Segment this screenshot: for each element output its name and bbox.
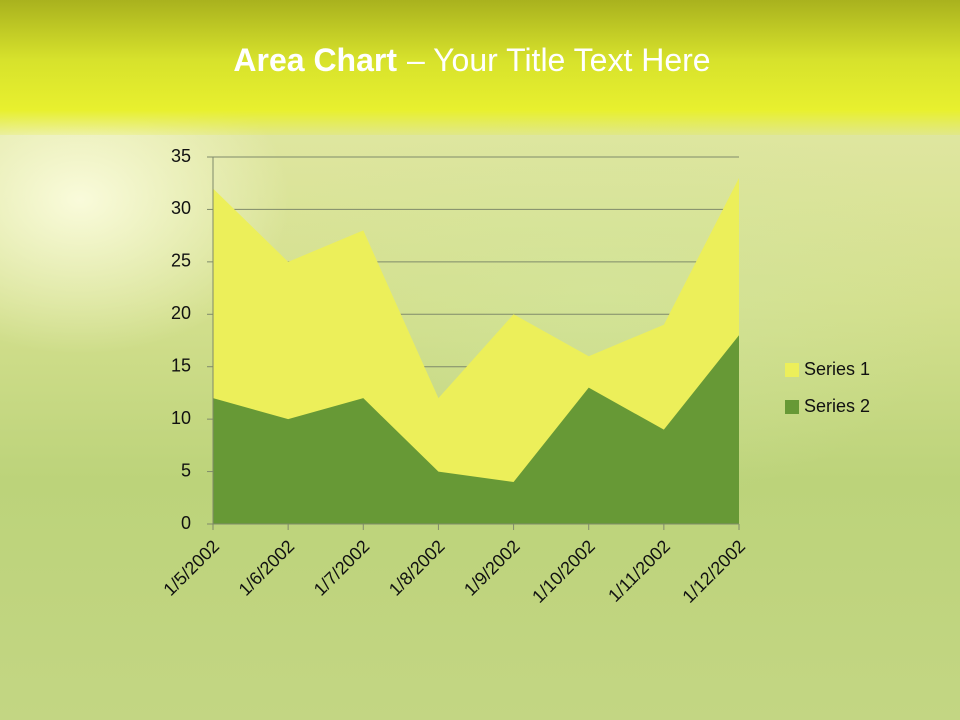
y-tick-label: 20: [171, 303, 191, 323]
title-rest: – Your Title Text Here: [407, 42, 711, 78]
legend-label: Series 2: [804, 396, 870, 416]
x-tick-label: 1/7/2002: [310, 536, 374, 600]
legend-label: Series 1: [804, 359, 870, 379]
y-tick-label: 35: [171, 146, 191, 166]
title-band: [0, 0, 960, 135]
chart-title: Area Chart – Your Title Text Here: [233, 42, 710, 78]
legend-swatch: [785, 400, 799, 414]
area: [213, 335, 739, 524]
x-tick-label: 1/6/2002: [235, 536, 299, 600]
x-tick-label: 1/9/2002: [460, 536, 524, 600]
x-tick-label: 1/11/2002: [604, 536, 674, 606]
y-tick-label: 25: [171, 251, 191, 271]
x-tick-label: 1/5/2002: [159, 536, 223, 600]
title-bold: Area Chart: [233, 42, 397, 78]
legend-swatch: [785, 363, 799, 377]
y-tick-label: 15: [171, 355, 191, 375]
x-tick-label: 1/8/2002: [385, 536, 449, 600]
x-tick-label: 1/12/2002: [678, 536, 749, 607]
y-tick-label: 30: [171, 198, 191, 218]
y-tick-label: 5: [181, 460, 191, 480]
y-tick-label: 10: [171, 408, 191, 428]
y-tick-label: 0: [181, 513, 191, 533]
x-tick-label: 1/10/2002: [528, 536, 599, 607]
